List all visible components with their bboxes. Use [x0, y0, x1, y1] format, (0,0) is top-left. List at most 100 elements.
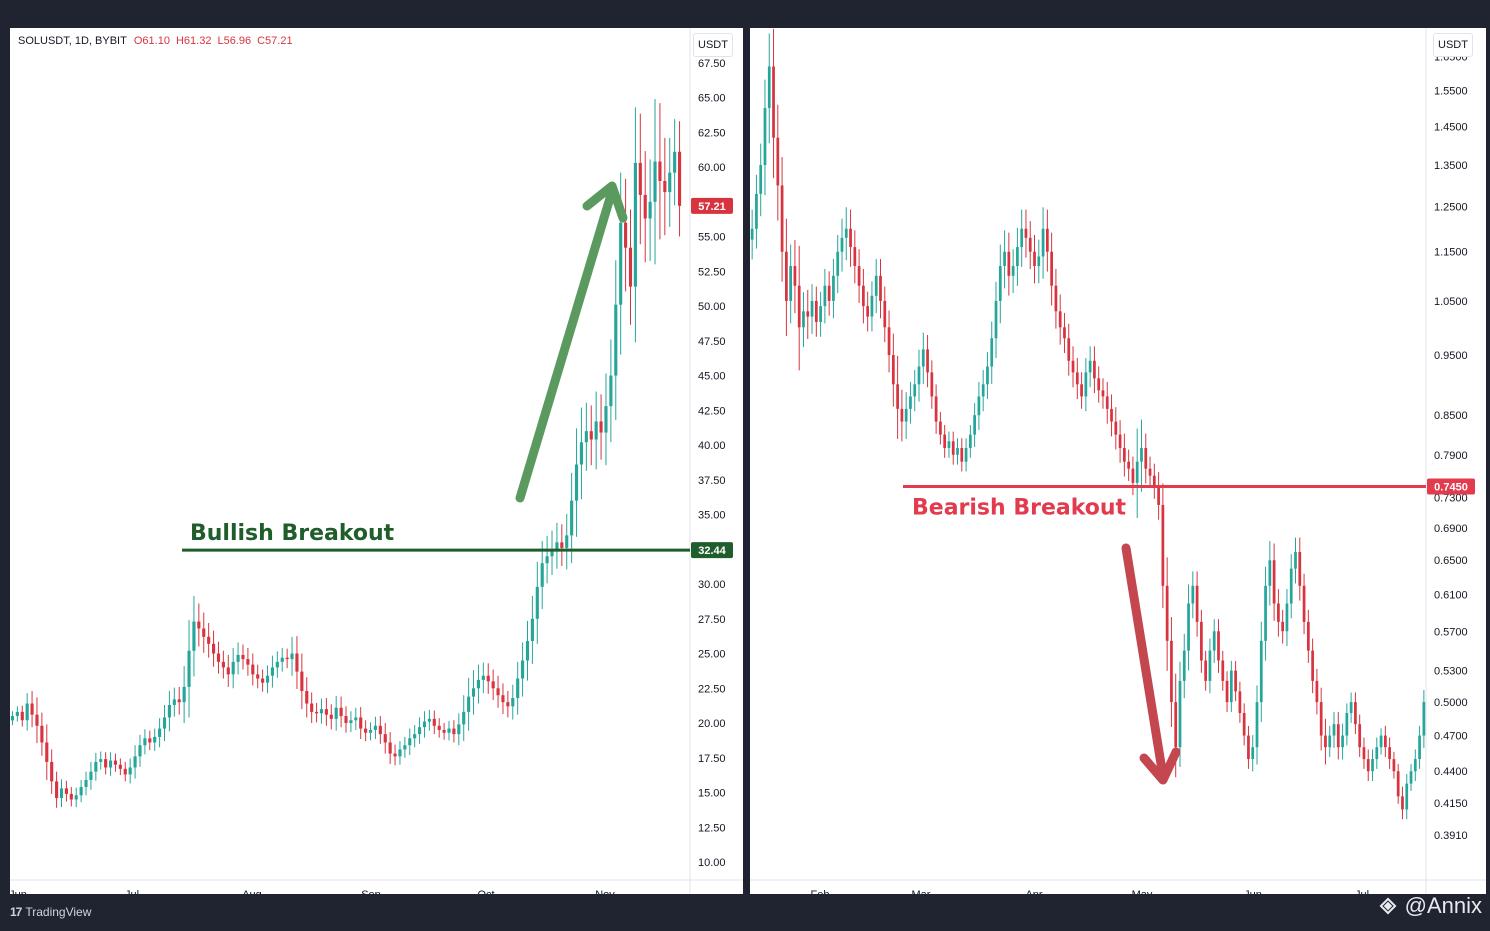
candle: [393, 744, 397, 766]
candle: [45, 724, 49, 780]
candle: [930, 360, 934, 409]
candle: [648, 159, 652, 261]
candle-body: [1182, 650, 1186, 681]
candle: [530, 595, 534, 664]
candle-body: [1007, 251, 1011, 276]
candle: [1088, 346, 1092, 388]
y-tick-label: 1.5500: [1434, 85, 1468, 97]
candle-body: [1396, 771, 1400, 797]
candle-body: [1058, 311, 1062, 328]
candle-body: [1200, 621, 1203, 661]
candle-body: [1379, 735, 1383, 748]
candle-body: [246, 659, 250, 665]
candle-body: [584, 431, 588, 443]
chart-canvas-right[interactable]: 1.65001.55001.45001.35001.25001.15001.05…: [750, 28, 1486, 894]
candle-body: [793, 266, 797, 286]
candle-body: [853, 247, 857, 267]
candle-body: [668, 172, 672, 193]
candle-body: [750, 228, 754, 240]
candle-body: [998, 266, 1002, 301]
chart-panel-solusdt[interactable]: 67.50 65.00 62.50 60.00 55.00 52.50 50.00 47.50…: [10, 28, 743, 894]
candle: [187, 620, 191, 718]
level-price-label: 32.44: [698, 545, 726, 557]
candle: [763, 79, 767, 196]
candle-body: [1114, 421, 1118, 435]
candle-body: [1409, 771, 1413, 784]
candle: [1075, 357, 1079, 400]
candle-body: [113, 760, 118, 765]
candle: [99, 751, 103, 770]
candle-body: [673, 151, 677, 173]
candle-body: [349, 720, 353, 724]
candle: [467, 677, 471, 731]
candle: [1251, 735, 1255, 772]
candle: [108, 752, 113, 776]
candle-body: [1272, 560, 1276, 604]
candle-body: [344, 716, 348, 724]
candle-body: [1204, 660, 1208, 681]
candle-body: [138, 745, 142, 757]
candle: [1221, 650, 1225, 691]
candle: [388, 732, 392, 765]
candle: [1071, 346, 1075, 388]
candle: [1302, 573, 1306, 635]
candle-body: [663, 180, 667, 193]
candle-body: [844, 228, 848, 238]
candle-body: [589, 431, 593, 440]
candle-body: [211, 643, 216, 654]
candle-body: [1152, 475, 1156, 487]
chart-canvas-left[interactable]: 67.50 65.00 62.50 60.00 55.00 52.50 50.00 47.50…: [10, 28, 743, 894]
candle: [1315, 668, 1319, 715]
x-tick-label: Jun: [1244, 889, 1262, 894]
candle-body: [1221, 660, 1225, 681]
candle-body: [1255, 702, 1259, 748]
candle: [25, 693, 29, 731]
candle: [241, 644, 245, 670]
currency-button-right[interactable]: USDT: [1433, 33, 1473, 57]
candle: [1319, 687, 1323, 751]
currency-button[interactable]: USDT: [693, 33, 733, 57]
y-tick-label: 35.00: [698, 510, 726, 522]
candle-body: [1418, 735, 1421, 760]
candle: [1204, 650, 1208, 691]
x-tick-label: Nov: [595, 889, 615, 894]
candle: [314, 702, 319, 723]
candle: [1144, 433, 1148, 484]
candle: [977, 382, 981, 430]
candle-body: [968, 434, 972, 448]
candle: [329, 704, 333, 730]
candle: [874, 259, 878, 314]
candle: [1118, 420, 1122, 463]
candle-body: [373, 725, 378, 730]
candle: [926, 334, 929, 388]
candle: [158, 718, 162, 748]
candle-body: [1225, 680, 1229, 703]
candle: [270, 655, 274, 688]
y-tick-label: 0.9500: [1434, 350, 1468, 362]
candle: [1298, 537, 1302, 601]
tradingview-logo[interactable]: 17 TradingView: [10, 905, 91, 919]
candle: [1011, 249, 1015, 294]
candle-body: [891, 355, 895, 385]
candle-body: [481, 675, 485, 680]
candle-body: [986, 366, 989, 385]
candle: [310, 692, 314, 724]
candle-body: [827, 285, 831, 301]
candle: [819, 291, 822, 337]
candle: [998, 244, 1002, 324]
candle-body: [823, 285, 827, 307]
candle: [934, 384, 938, 434]
candle: [261, 669, 265, 692]
candle-body: [565, 535, 569, 548]
candle: [540, 540, 544, 610]
candle-body: [197, 621, 201, 629]
candle: [1336, 712, 1340, 760]
author-watermark: @Annix: [1377, 893, 1482, 919]
candle: [1182, 633, 1186, 699]
candle-body: [108, 760, 113, 768]
candle-body: [1165, 585, 1169, 641]
candle: [1285, 589, 1289, 647]
candle: [378, 716, 382, 744]
chart-panel-right[interactable]: 1.6500 1.5500 1.4500 1.3500 1.2500 1.1500 1.05…: [750, 28, 1486, 894]
candle: [1332, 712, 1336, 748]
